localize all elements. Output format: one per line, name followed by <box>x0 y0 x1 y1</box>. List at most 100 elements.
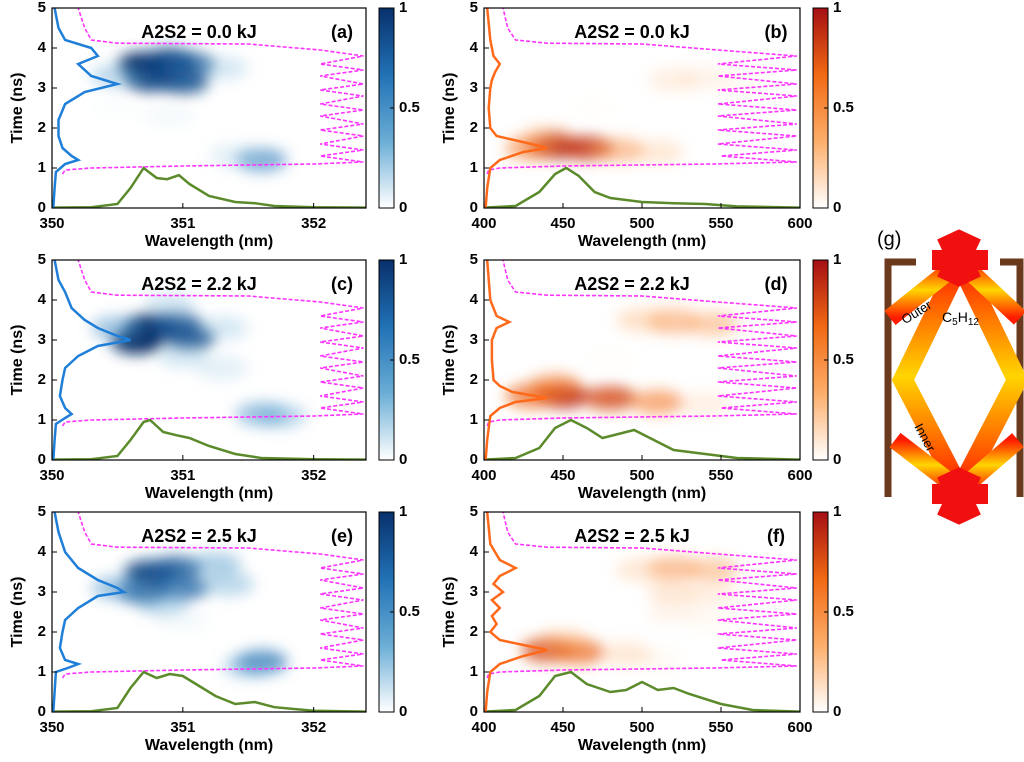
colorbar-tick-label: 1 <box>833 0 841 16</box>
y-tick-label: 3 <box>38 331 46 348</box>
temporal-lineout <box>52 260 131 460</box>
x-tick-label: 350 <box>39 467 64 484</box>
heat-spot <box>521 126 574 150</box>
panel-label: (e) <box>331 526 353 546</box>
right-bracket <box>1000 258 1024 497</box>
x-axis-label: Wavelength (nm) <box>578 233 706 250</box>
x-tick-label: 600 <box>787 719 812 736</box>
colorbar-tick-label: 0.5 <box>399 99 420 116</box>
plot-frame <box>51 511 367 713</box>
y-axis-label: Time (ns) <box>9 73 26 144</box>
y-tick-label: 5 <box>470 251 478 268</box>
y-tick-label: 1 <box>38 411 46 428</box>
colorbar-tick-label: 0 <box>833 199 841 216</box>
x-tick-label: 400 <box>471 719 496 736</box>
heat-spot <box>679 392 732 416</box>
heat-spot <box>189 552 242 576</box>
y-tick-label: 4 <box>470 291 479 308</box>
colorbar-tick-label: 0.5 <box>833 603 854 620</box>
panel-label: (b) <box>765 22 788 42</box>
y-tick-label: 2 <box>470 119 478 136</box>
y-tick-label: 5 <box>470 503 478 520</box>
y-tick-label: 4 <box>470 543 479 560</box>
spectrum-lineout <box>52 418 366 460</box>
colorbar-tick-label: 0.5 <box>399 603 420 620</box>
heat-spot <box>647 580 700 604</box>
heat-spot <box>537 630 589 654</box>
x-tick-label: 350 <box>39 719 64 736</box>
y-tick-label: 4 <box>38 39 47 56</box>
panel-title: A2S2 = 0.0 kJ <box>574 22 690 42</box>
x-tick-label: 450 <box>550 215 575 232</box>
y-tick-label: 2 <box>38 119 46 136</box>
formula-part: C <box>942 309 952 325</box>
heat-spot <box>91 96 144 120</box>
heat-spot <box>150 556 203 580</box>
x-tick-label: 500 <box>629 215 654 232</box>
y-axis-label: Time (ns) <box>441 73 458 144</box>
y-tick-label: 0 <box>38 451 46 468</box>
heat-spot <box>143 292 196 316</box>
heatmap <box>484 8 800 208</box>
y-tick-label: 1 <box>470 663 478 680</box>
panel-label: (g) <box>877 228 901 250</box>
x-tick-label: 352 <box>301 467 326 484</box>
panel: 350 351 352 0 1 2 3 4 5 Wavelength (nm) Time (ns) A… <box>9 0 420 250</box>
colorbar-tick-label: 0 <box>399 199 407 216</box>
fiducial-trace <box>61 260 364 427</box>
x-tick-label: 450 <box>550 467 575 484</box>
colorbar-tick-label: 0.5 <box>833 99 854 116</box>
formula-part: 5 <box>952 317 958 328</box>
heat-spot <box>687 582 740 606</box>
spectrum-lineout <box>52 166 366 208</box>
heat-spot <box>631 140 684 164</box>
heat-spot <box>687 608 740 632</box>
x-tick-label: 400 <box>471 467 496 484</box>
heat-spot <box>196 356 249 380</box>
y-tick-label: 1 <box>470 411 478 428</box>
y-tick-label: 2 <box>470 623 478 640</box>
x-axis-label: Wavelength (nm) <box>578 485 706 502</box>
x-tick-label: 350 <box>39 215 64 232</box>
panel-label: (c) <box>331 274 353 294</box>
x-tick-label: 550 <box>708 467 733 484</box>
temporal-lineout <box>484 8 548 208</box>
x-axis-label: Wavelength (nm) <box>578 737 706 754</box>
spectrum-lineout <box>484 670 800 712</box>
colorbar-tick-label: 1 <box>399 251 407 268</box>
y-tick-label: 3 <box>38 79 46 96</box>
heat-spot <box>156 344 209 368</box>
heat-spot <box>196 316 249 340</box>
x-tick-label: 550 <box>708 215 733 232</box>
plot-frame <box>51 7 367 209</box>
heatmap <box>52 8 366 208</box>
y-tick-label: 0 <box>470 451 478 468</box>
y-tick-label: 0 <box>38 199 46 216</box>
panel: 400 450 500 550 600 0 1 2 3 4 5 Wavelength (nm) Time… <box>441 0 854 250</box>
spectrum-lineout <box>52 670 366 712</box>
heat-spot <box>91 64 144 88</box>
x-tick-label: 351 <box>170 467 195 484</box>
fiducial-trace <box>61 8 364 175</box>
heat-spot <box>647 300 700 324</box>
colorbar-tick-label: 0.5 <box>399 351 420 368</box>
x-axis-label: Wavelength (nm) <box>145 233 273 250</box>
panel: 400 450 500 550 600 0 1 2 3 4 5 Wavelength (nm) Time… <box>441 503 854 754</box>
panel: 350 351 352 0 1 2 3 4 5 Wavelength (nm) Time (ns) A… <box>9 251 420 502</box>
x-tick-label: 600 <box>787 215 812 232</box>
formula-part: 12 <box>968 317 980 328</box>
spectrum-lineout <box>484 166 800 208</box>
y-tick-label: 2 <box>38 623 46 640</box>
heat-spot <box>679 66 732 90</box>
fiducial-trace <box>486 260 797 427</box>
y-tick-label: 1 <box>470 159 478 176</box>
y-axis-label: Time (ns) <box>9 325 26 396</box>
colorbar-tick-label: 0 <box>399 703 407 720</box>
x-tick-label: 351 <box>170 215 195 232</box>
colorbar-tick-label: 0 <box>399 451 407 468</box>
colorbar-tick-label: 0 <box>833 703 841 720</box>
y-tick-label: 1 <box>38 663 46 680</box>
x-axis-label: Wavelength (nm) <box>145 737 273 754</box>
y-tick-label: 4 <box>38 543 47 560</box>
y-tick-label: 4 <box>470 39 479 56</box>
